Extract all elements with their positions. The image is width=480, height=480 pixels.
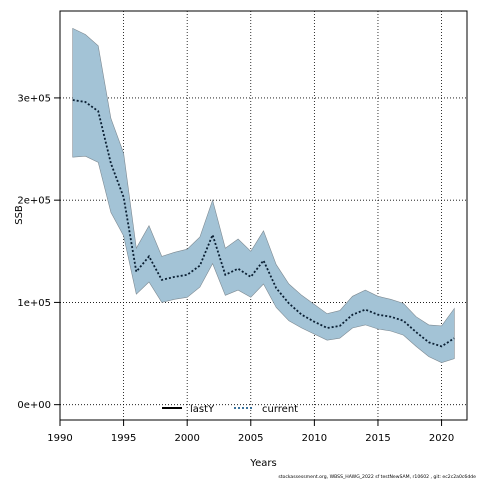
legend-label-lastY: lastY xyxy=(190,404,215,415)
y-axis: 0e+00 1e+05 2e+05 3e+05 xyxy=(17,93,60,411)
x-tick-label: 2020 xyxy=(429,433,454,444)
confidence-band xyxy=(72,27,455,364)
y-tick-label: 0e+00 xyxy=(17,400,51,411)
series-line-current xyxy=(72,99,455,348)
y-tick-label: 3e+05 xyxy=(17,93,51,104)
x-tick-label: 2015 xyxy=(365,433,390,444)
x-tick-label: 2000 xyxy=(174,433,199,444)
x-axis-title: Years xyxy=(249,458,276,469)
x-tick-label: 2005 xyxy=(238,433,263,444)
x-tick-label: 1995 xyxy=(111,433,136,444)
x-tick-label: 1990 xyxy=(47,433,72,444)
legend-label-current: current xyxy=(262,404,298,415)
legend: lastY current xyxy=(162,404,298,415)
x-tick-label: 2010 xyxy=(302,433,327,444)
x-axis: 1990 1995 2000 2005 2010 2015 2020 xyxy=(47,420,454,444)
y-tick-label: 1e+05 xyxy=(17,298,51,309)
plot-frame xyxy=(59,10,468,421)
footnote: stockassessment.org, WBSS_HAWG_2022 sf t… xyxy=(278,474,476,480)
y-axis-title: SSB xyxy=(14,205,25,225)
y-tick-label: 2e+05 xyxy=(17,196,51,207)
